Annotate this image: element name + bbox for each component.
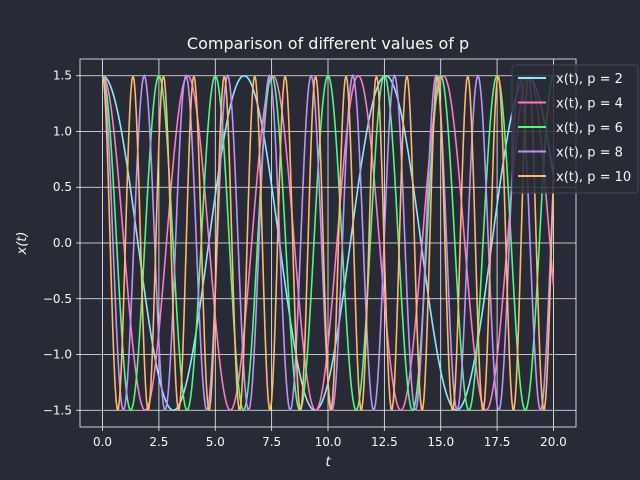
y-tick-label: 0.0 bbox=[53, 236, 72, 250]
legend-label-p6: x(t), p = 6 bbox=[556, 121, 623, 136]
series-line-p10 bbox=[101, 75, 555, 410]
legend-box bbox=[511, 64, 639, 194]
y-tick-label: 1.5 bbox=[53, 69, 72, 83]
y-tick-label: −1.5 bbox=[43, 403, 72, 417]
x-tick-label: 0.0 bbox=[93, 435, 112, 449]
y-tick-label: 1.0 bbox=[53, 124, 72, 138]
y-tick-label: −1.0 bbox=[43, 348, 72, 362]
chart-title: Comparison of different values of p bbox=[187, 34, 469, 53]
y-tick-label: −0.5 bbox=[43, 292, 72, 306]
x-tick-label: 15.0 bbox=[427, 435, 454, 449]
legend: x(t), p = 2 x(t), p = 4 x(t), p = 6 x(t), p… bbox=[511, 64, 639, 194]
ticks-layer: 0.0 2.5 5.0 7.5 10.0 12.5 15.0 17.5 20.0 −1.5 −1.0… bbox=[43, 69, 567, 449]
x-tick-label: 17.5 bbox=[484, 435, 511, 449]
legend-label-p8: x(t), p = 8 bbox=[556, 146, 623, 161]
x-tick-label: 10.0 bbox=[315, 435, 342, 449]
x-tick-label: 7.5 bbox=[262, 435, 281, 449]
legend-label-p2: x(t), p = 2 bbox=[556, 72, 623, 87]
y-tick-label: 0.5 bbox=[53, 180, 72, 194]
x-tick-label: 20.0 bbox=[540, 435, 567, 449]
x-tick-label: 2.5 bbox=[149, 435, 168, 449]
series-layer bbox=[101, 73, 555, 412]
y-axis-label: x(t) bbox=[15, 232, 30, 256]
x-tick-label: 5.0 bbox=[206, 435, 225, 449]
legend-label-p4: x(t), p = 4 bbox=[556, 97, 623, 112]
series-line-p4 bbox=[102, 74, 555, 412]
x-axis-label: t bbox=[325, 455, 331, 470]
legend-label-p10: x(t), p = 10 bbox=[556, 170, 631, 185]
x-tick-label: 12.5 bbox=[371, 435, 398, 449]
